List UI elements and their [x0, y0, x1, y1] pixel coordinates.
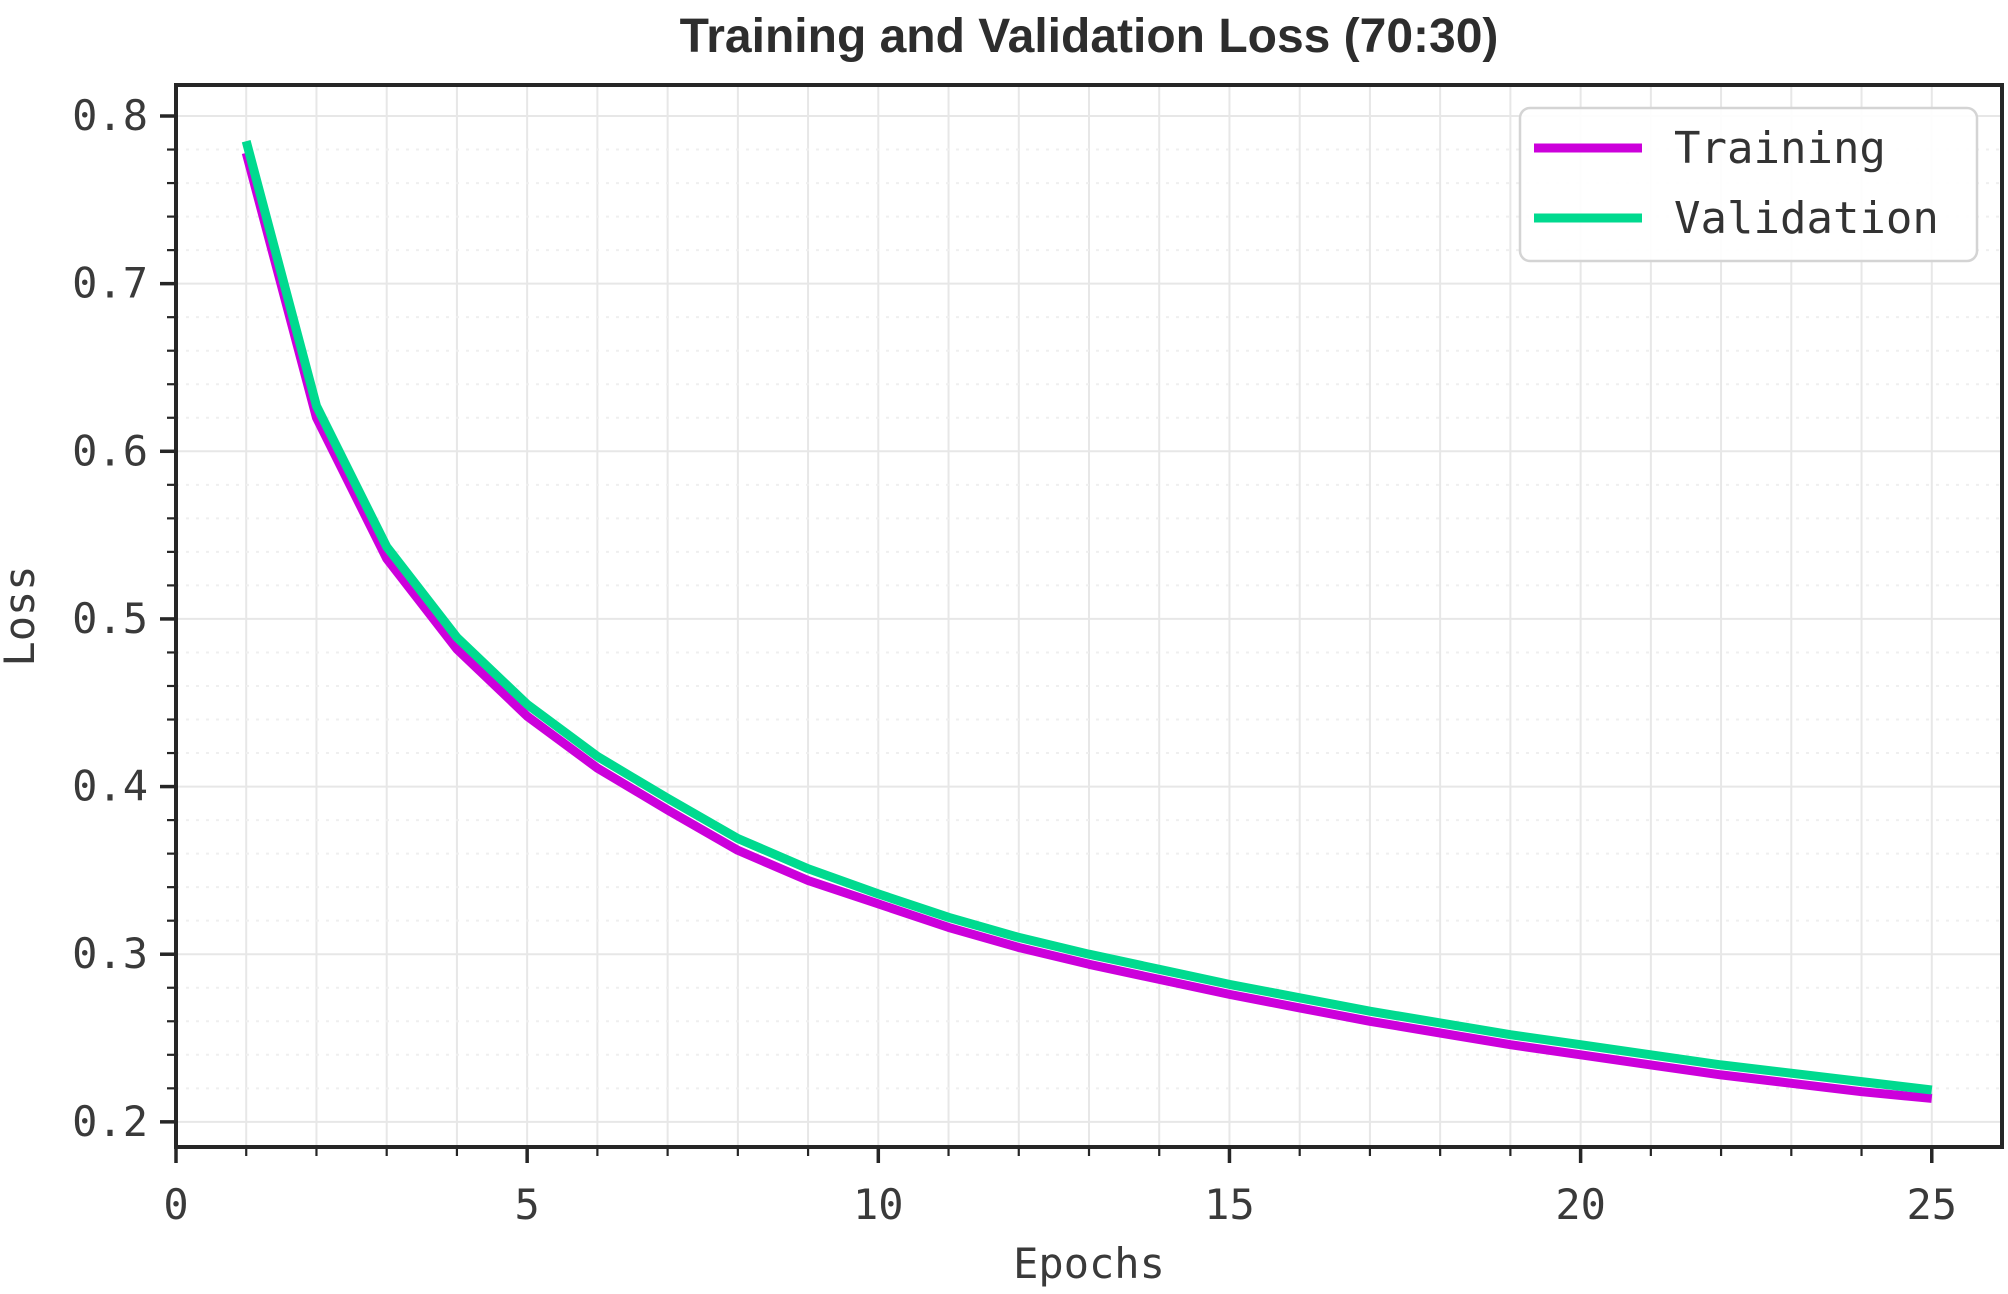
chart-title: Training and Validation Loss (70:30): [680, 10, 1499, 63]
y-tick-label: 0.7: [72, 259, 148, 308]
legend-label-validation: Validation: [1674, 193, 1939, 244]
x-tick-label: 15: [1204, 1180, 1255, 1229]
x-tick-label: 0: [163, 1180, 188, 1229]
legend-label-training: Training: [1674, 123, 1886, 174]
x-tick-label: 25: [1906, 1180, 1957, 1229]
y-tick-label: 0.3: [72, 929, 148, 978]
y-tick-label: 0.8: [72, 91, 148, 140]
series-line-validation: [241, 140, 1933, 1095]
y-tick-label: 0.2: [72, 1097, 148, 1146]
y-tick-label: 0.6: [72, 426, 148, 475]
y-axis-label: Loss: [0, 565, 44, 666]
y-tick-label: 0.4: [72, 762, 148, 811]
x-axis-label: Epochs: [1013, 1239, 1165, 1288]
y-tick-label: 0.5: [72, 594, 148, 643]
series-line-training: [241, 151, 1933, 1103]
x-tick-label: 20: [1555, 1180, 1606, 1229]
x-tick-label: 10: [853, 1180, 904, 1229]
x-tick-label: 5: [515, 1180, 540, 1229]
